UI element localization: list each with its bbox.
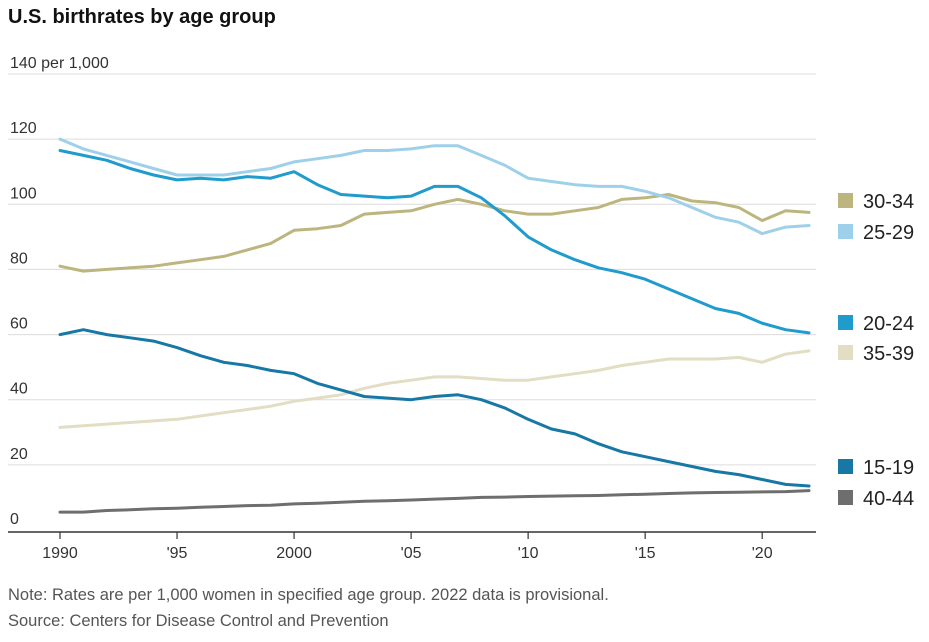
y-tick-label-0: 0 bbox=[10, 511, 19, 528]
y-tick-label-140: 140 per 1,000 bbox=[10, 55, 109, 72]
legend-label-20-24: 20-24 bbox=[863, 313, 914, 335]
y-tick-label-40: 40 bbox=[10, 381, 28, 398]
chart-note: Note: Rates are per 1,000 women in speci… bbox=[8, 586, 609, 604]
y-tick-label-100: 100 bbox=[10, 185, 37, 202]
x-tick-label-1990: 1990 bbox=[42, 545, 78, 562]
legend-swatch-40-44 bbox=[838, 490, 853, 505]
x-axis: 1990 '95 2000 '05 '10 '15 '20 bbox=[8, 531, 816, 562]
chart-source: Source: Centers for Disease Control and … bbox=[8, 612, 389, 630]
chart-title: U.S. birthrates by age group bbox=[8, 6, 276, 28]
line-chart: 0 20 40 60 80 100 120 140 per 1,000 1990 '95 2000… bbox=[8, 55, 914, 562]
legend-swatch-20-24 bbox=[838, 315, 853, 330]
series-line-25-29 bbox=[58, 137, 811, 236]
series-lines bbox=[58, 137, 811, 514]
legend-label-25-29: 25-29 bbox=[863, 222, 914, 244]
y-tick-label-80: 80 bbox=[10, 250, 28, 267]
y-axis-tick-labels: 0 20 40 60 80 100 120 140 per 1,000 bbox=[10, 55, 109, 528]
legend-label-30-34: 30-34 bbox=[863, 191, 914, 213]
series-line-40-44 bbox=[58, 489, 811, 514]
x-tick-label-2015: '15 bbox=[635, 545, 656, 562]
legend-label-35-39: 35-39 bbox=[863, 343, 914, 365]
x-tick-label-2000: 2000 bbox=[276, 545, 312, 562]
legend-swatch-35-39 bbox=[838, 345, 853, 360]
legend-swatch-30-34 bbox=[838, 193, 853, 208]
y-tick-label-20: 20 bbox=[10, 446, 28, 463]
x-tick-label-1995: '95 bbox=[167, 545, 188, 562]
series-line-20-24 bbox=[58, 149, 811, 335]
x-tick-label-2020: '20 bbox=[752, 545, 773, 562]
series-line-15-19 bbox=[58, 328, 811, 488]
series-line-35-39 bbox=[58, 349, 811, 429]
grid-lines bbox=[8, 73, 816, 466]
legend-label-15-19: 15-19 bbox=[863, 457, 914, 479]
legend-swatch-25-29 bbox=[838, 224, 853, 239]
x-tick-label-2005: '05 bbox=[401, 545, 422, 562]
y-tick-label-120: 120 bbox=[10, 120, 37, 137]
legend: 30-34 25-29 20-24 35-39 15-19 40-44 bbox=[838, 191, 914, 510]
y-tick-label-60: 60 bbox=[10, 316, 28, 333]
legend-swatch-15-19 bbox=[838, 459, 853, 474]
series-line-30-34 bbox=[58, 193, 811, 273]
x-tick-label-2010: '10 bbox=[518, 545, 539, 562]
legend-label-40-44: 40-44 bbox=[863, 488, 914, 510]
